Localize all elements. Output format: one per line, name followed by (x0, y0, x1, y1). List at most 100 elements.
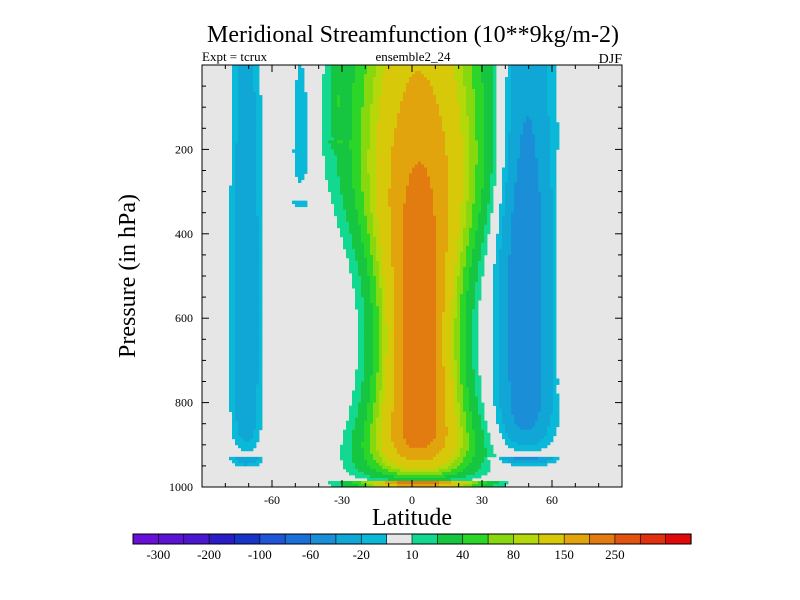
contour-cell (241, 95, 245, 99)
contour-cell (445, 152, 449, 156)
contour-cell (253, 170, 257, 174)
contour-cell (244, 71, 248, 75)
contour-cell (439, 197, 443, 202)
contour-cell (379, 80, 383, 84)
contour-cell (379, 107, 383, 111)
contour-cell (337, 110, 341, 114)
contour-cell (553, 71, 557, 75)
contour-cell (409, 149, 413, 153)
contour-cell (529, 131, 533, 135)
contour-cell (241, 209, 245, 214)
contour-cell (346, 158, 350, 162)
contour-cell (409, 215, 413, 220)
contour-cell (328, 182, 332, 186)
contour-cell (241, 167, 245, 171)
contour-cell (349, 185, 353, 189)
contour-cell (553, 221, 557, 226)
contour-cell (424, 125, 428, 129)
contour-cell (253, 236, 257, 241)
contour-cell (412, 89, 416, 93)
contour-cell (514, 218, 518, 223)
contour-cell (358, 197, 362, 202)
contour-cell (475, 173, 479, 177)
contour-cell (391, 218, 395, 223)
contour-cell (322, 140, 326, 144)
contour-cell (241, 161, 245, 165)
contour-cell (385, 80, 389, 84)
contour-cell (439, 140, 443, 144)
contour-cell (532, 80, 536, 84)
contour-cell (325, 158, 329, 162)
contour-cell (514, 125, 518, 129)
left-string: Expt = tcrux (202, 49, 268, 64)
contour-cell (397, 122, 401, 126)
contour-cell (388, 203, 392, 208)
contour-cell (370, 107, 374, 111)
contour-cell (448, 140, 452, 144)
contour-cell (229, 221, 233, 226)
contour-cell (430, 119, 434, 123)
contour-cell (409, 176, 413, 180)
contour-cell (373, 194, 377, 199)
contour-cell (232, 170, 236, 174)
contour-cell (385, 215, 389, 220)
contour-cell (430, 218, 434, 223)
contour-cell (532, 161, 536, 165)
contour-cell (445, 116, 449, 120)
contour-cell (382, 68, 386, 72)
contour-cell (235, 116, 239, 120)
contour-cell (373, 95, 377, 99)
contour-cell (547, 158, 551, 162)
contour-cell (538, 161, 542, 165)
contour-cell (373, 83, 377, 87)
contour-cell (424, 128, 428, 132)
contour-cell (427, 185, 431, 189)
contour-cell (481, 140, 485, 144)
contour-cell (346, 92, 350, 96)
contour-cell (553, 155, 557, 159)
contour-cell (358, 77, 362, 81)
contour-cell (451, 92, 455, 96)
contour-cell (424, 137, 428, 141)
contour-cell (379, 206, 383, 211)
contour-cell (256, 137, 260, 141)
contour-cell (343, 176, 347, 180)
contour-cell (349, 215, 353, 220)
contour-cell (370, 173, 374, 177)
contour-cell (511, 185, 515, 189)
contour-cell (505, 98, 509, 102)
contour-cell (373, 203, 377, 208)
contour-cell (247, 182, 251, 186)
contour-cell (457, 86, 461, 90)
contour-cell (424, 155, 428, 159)
contour-cell (526, 107, 530, 111)
contour-cell (328, 101, 332, 105)
contour-cell (520, 140, 524, 144)
contour-cell (451, 65, 455, 69)
contour-cell (394, 200, 398, 205)
contour-cell (445, 227, 449, 232)
contour-cell (331, 86, 335, 90)
contour-cell (385, 158, 389, 162)
contour-cell (508, 179, 512, 183)
contour-cell (349, 65, 353, 69)
contour-cell (241, 101, 245, 105)
contour-cell (535, 161, 539, 165)
contour-cell (418, 143, 422, 147)
contour-cell (541, 182, 545, 186)
contour-cell (457, 203, 461, 208)
contour-cell (454, 134, 458, 138)
contour-cell (457, 98, 461, 102)
contour-cell (373, 173, 377, 177)
contour-cell (253, 233, 257, 238)
contour-cell (484, 224, 488, 229)
contour-cell (409, 167, 413, 171)
contour-cell (493, 164, 497, 168)
contour-cell (490, 182, 494, 186)
contour-cell (364, 200, 368, 205)
contour-cell (544, 140, 548, 144)
contour-cell (526, 176, 530, 180)
contour-cell (523, 149, 527, 153)
contour-cell (517, 74, 521, 78)
contour-cell (241, 152, 245, 156)
